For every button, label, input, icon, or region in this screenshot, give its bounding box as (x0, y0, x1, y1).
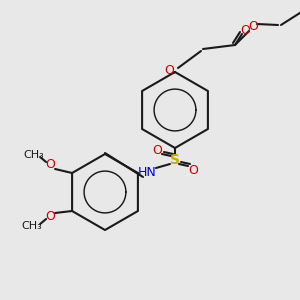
Text: O: O (164, 64, 174, 76)
Text: O: O (45, 158, 55, 172)
Text: O: O (45, 209, 55, 223)
Text: O: O (188, 164, 198, 176)
Text: O: O (248, 20, 258, 34)
Text: CH₃: CH₃ (24, 150, 44, 160)
Text: S: S (170, 153, 180, 167)
Text: O: O (240, 25, 250, 38)
Text: HN: HN (138, 166, 156, 178)
Text: CH₃: CH₃ (22, 221, 43, 231)
Text: O: O (152, 143, 162, 157)
